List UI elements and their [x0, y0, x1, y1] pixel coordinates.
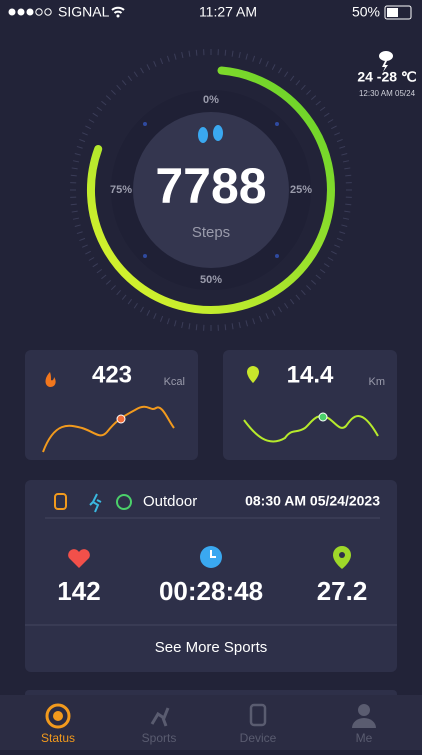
distance-unit: Km	[369, 376, 386, 388]
dial-tick	[345, 175, 351, 176]
ring-label: 0%	[203, 94, 219, 106]
see-more-button[interactable]: See More Sports	[155, 639, 268, 656]
workout-distance: 27.2	[317, 576, 368, 606]
pin-hole	[339, 552, 345, 558]
ring-label: 25%	[290, 184, 312, 196]
workout-mode: Outdoor	[143, 493, 197, 510]
workout-datetime: 08:30 AM 05/24/2023	[245, 493, 380, 509]
battery-fill	[387, 8, 398, 17]
calories-unit: Kcal	[164, 376, 185, 388]
temperature: 24 -28 ℃	[357, 69, 417, 85]
wifi-dot	[117, 15, 120, 18]
battery-level: 50%	[352, 4, 380, 20]
me-tab-icon[interactable]	[358, 704, 370, 716]
heart-rate: 142	[57, 576, 100, 606]
tab-label[interactable]: Status	[41, 731, 75, 745]
dial-tick	[196, 50, 197, 56]
carrier: SIGNAL	[58, 4, 110, 20]
status-tab-dot	[53, 711, 63, 721]
calories-value: 423	[92, 361, 132, 388]
ring-label: 75%	[110, 184, 132, 196]
dial-tick	[196, 324, 197, 330]
clock: 11:27 AM	[199, 4, 257, 20]
steps-unit: Steps	[192, 224, 230, 241]
tab-label[interactable]: Device	[240, 731, 277, 745]
weather-updated: 12:30 AM 05/24	[359, 89, 416, 98]
dial-tick	[345, 204, 351, 205]
tab-label[interactable]: Sports	[142, 731, 177, 745]
dial-tick	[71, 204, 77, 205]
tab-label[interactable]: Me	[356, 731, 373, 745]
distance-point	[319, 413, 327, 421]
ring-label: 50%	[200, 274, 222, 286]
dial-tick	[71, 175, 77, 176]
duration: 00:28:48	[159, 576, 263, 606]
steps-count: 7788	[155, 158, 266, 214]
distance-value: 14.4	[287, 361, 334, 388]
calories-point	[117, 415, 125, 423]
dial-tick	[225, 50, 226, 56]
dial-tick	[225, 324, 226, 330]
